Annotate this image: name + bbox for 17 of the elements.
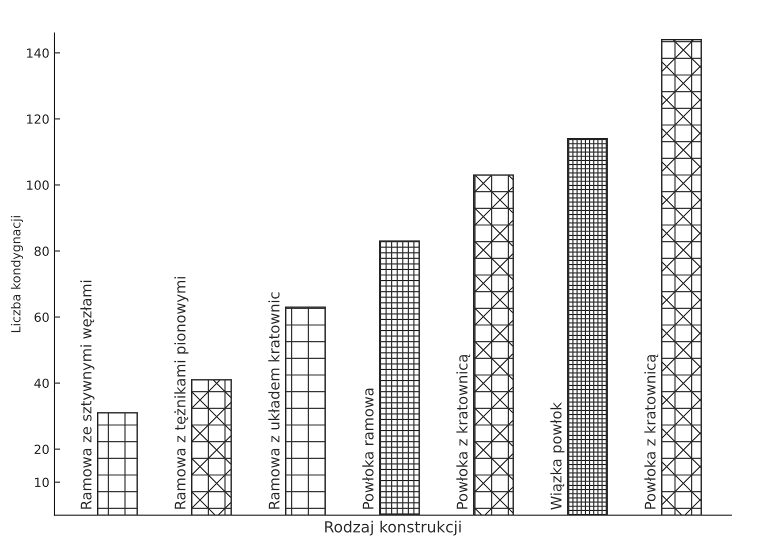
y-tick-label: 120: [27, 114, 49, 124]
x-axis-title: Rodzaj konstrukcji: [325, 520, 461, 536]
x-tick-label: Ramowa z tężnikami pionowymi: [174, 277, 188, 509]
x-tick-label: Wiązka powłok: [550, 402, 564, 510]
y-tick-label: 80: [34, 246, 49, 256]
x-tick-label: Ramowa ze sztywnymi węzłami: [80, 280, 94, 509]
x-tick-label: Powłoka ramowa: [362, 388, 374, 509]
y-tick-label: 100: [27, 180, 49, 190]
y-tick-label: 10: [35, 478, 49, 488]
y-axis-title: Liczba kondygnacji: [10, 216, 23, 332]
x-tick-label: Ramowa z układem kratownic: [268, 292, 280, 509]
x-tick-label: Powłoka z kratownicą: [644, 354, 658, 509]
y-tick-label: 40: [34, 378, 49, 388]
x-tick-label: Powłoka z kratownicą: [456, 354, 470, 509]
y-tick-label: 60: [34, 312, 49, 322]
y-tick-label: 140: [27, 48, 49, 58]
y-tick-label: 20: [34, 444, 49, 454]
